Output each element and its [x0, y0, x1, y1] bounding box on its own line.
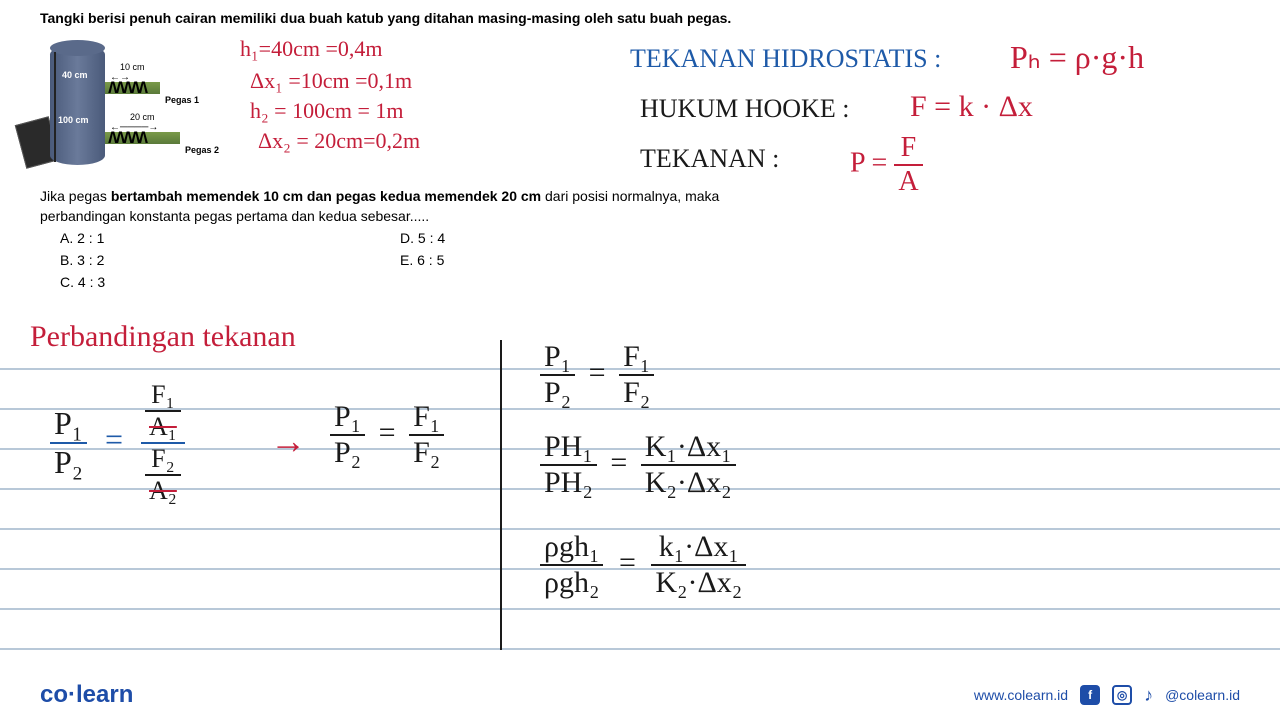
question-line-1: Jika pegas bertambah memendek 10 cm dan … [40, 188, 719, 204]
depth-label-1: 40 cm [62, 70, 88, 80]
tiktok-icon: ♪ [1144, 685, 1153, 706]
ratio-left: P₁ P₂ = F₁A₁ F₂A₂ [50, 380, 185, 506]
tank-diagram: 40 cm 100 cm 10 cm ←→ ΛΛΛΛΛ Pegas 1 20 c… [20, 40, 220, 180]
right-eq-1: P₁P₂ = F₁F₂ [540, 340, 654, 410]
option-c: C. 4 : 3 [60, 274, 105, 290]
spring-2: ΛΛΛΛΛ [108, 128, 146, 147]
footer-handle: @colearn.id [1165, 687, 1240, 703]
option-a: A. 2 : 1 [60, 230, 104, 246]
depth-label-2: 100 cm [58, 115, 89, 125]
depth-arrow [54, 52, 56, 162]
given-h2: h₂ = 100cm = 1m [250, 98, 403, 124]
option-e: E. 6 : 5 [400, 252, 444, 268]
given-dx2: Δx₂ = 20cm=0,2m [258, 128, 420, 154]
divider [500, 340, 502, 650]
problem-intro: Tangki berisi penuh cairan memiliki dua … [40, 10, 731, 26]
spring-label-2: Pegas 2 [185, 145, 219, 155]
formula-hooke-eq: F = k · Δx [910, 90, 1033, 124]
arrow-icon: → [270, 420, 306, 462]
right-eq-3: ρgh₁ρgh₂ = k₁·Δx₁K₂·Δx₂ [540, 530, 746, 600]
work-title: Perbandingan tekanan [30, 320, 296, 354]
arrow-label-2: 20 cm [130, 112, 155, 122]
given-dx1: Δx₁ =10cm =0,1m [250, 68, 412, 94]
tank-body [50, 45, 105, 165]
option-d: D. 5 : 4 [400, 230, 445, 246]
brand-logo: co·learn [40, 681, 133, 709]
spring-1: ΛΛΛΛΛ [108, 78, 146, 97]
arrow-label-1: 10 cm [120, 62, 145, 72]
formula-hydro-eq: Pₕ = ρ·g·h [1010, 38, 1144, 76]
option-b: B. 3 : 2 [60, 252, 104, 268]
question-line-2: perbandingan konstanta pegas pertama dan… [40, 208, 429, 224]
footer-url: www.colearn.id [974, 687, 1068, 703]
given-h1: h₁=40cm =0,4m [240, 36, 382, 62]
ratio-simplified: P₁P₂ = F₁F₂ [330, 400, 444, 470]
tank-top [50, 40, 105, 56]
footer-right: www.colearn.id f ◎ ♪ @colearn.id [974, 685, 1240, 706]
formula-hydro-label: TEKANAN HIDROSTATIS : [630, 44, 941, 74]
formula-pressure-eq: P = FA [850, 132, 923, 198]
facebook-icon: f [1080, 685, 1100, 705]
instagram-icon: ◎ [1112, 685, 1132, 705]
spring-label-1: Pegas 1 [165, 95, 199, 105]
footer: co·learn www.colearn.id f ◎ ♪ @colearn.i… [0, 670, 1280, 720]
formula-pressure-label: TEKANAN : [640, 144, 779, 174]
right-eq-2: PH₁PH₂ = K₁·Δx₁K₂·Δx₂ [540, 430, 736, 500]
formula-hooke-label: HUKUM HOOKE : [640, 94, 849, 124]
